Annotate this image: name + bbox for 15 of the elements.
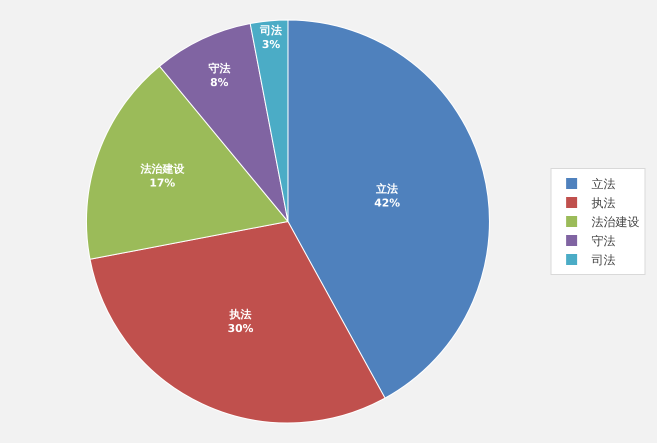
legend-label: 司法 — [592, 253, 616, 268]
slice-label: 法治建设 — [139, 162, 186, 176]
legend-label: 法治建设 — [592, 215, 640, 230]
slice-label: 立法 — [375, 182, 398, 196]
slice-label: 执法 — [228, 308, 252, 322]
legend-label: 立法 — [592, 177, 616, 192]
legend-label: 守法 — [592, 234, 616, 248]
slice-label: 司法 — [259, 24, 282, 38]
legend-label: 执法 — [592, 196, 616, 210]
data-label: 30% — [228, 322, 254, 336]
data-label: 3% — [262, 38, 280, 52]
slice-label: 守法 — [208, 62, 230, 75]
data-label: 42% — [374, 196, 400, 210]
data-label: 17% — [149, 176, 176, 190]
data-label: 8% — [210, 76, 229, 89]
